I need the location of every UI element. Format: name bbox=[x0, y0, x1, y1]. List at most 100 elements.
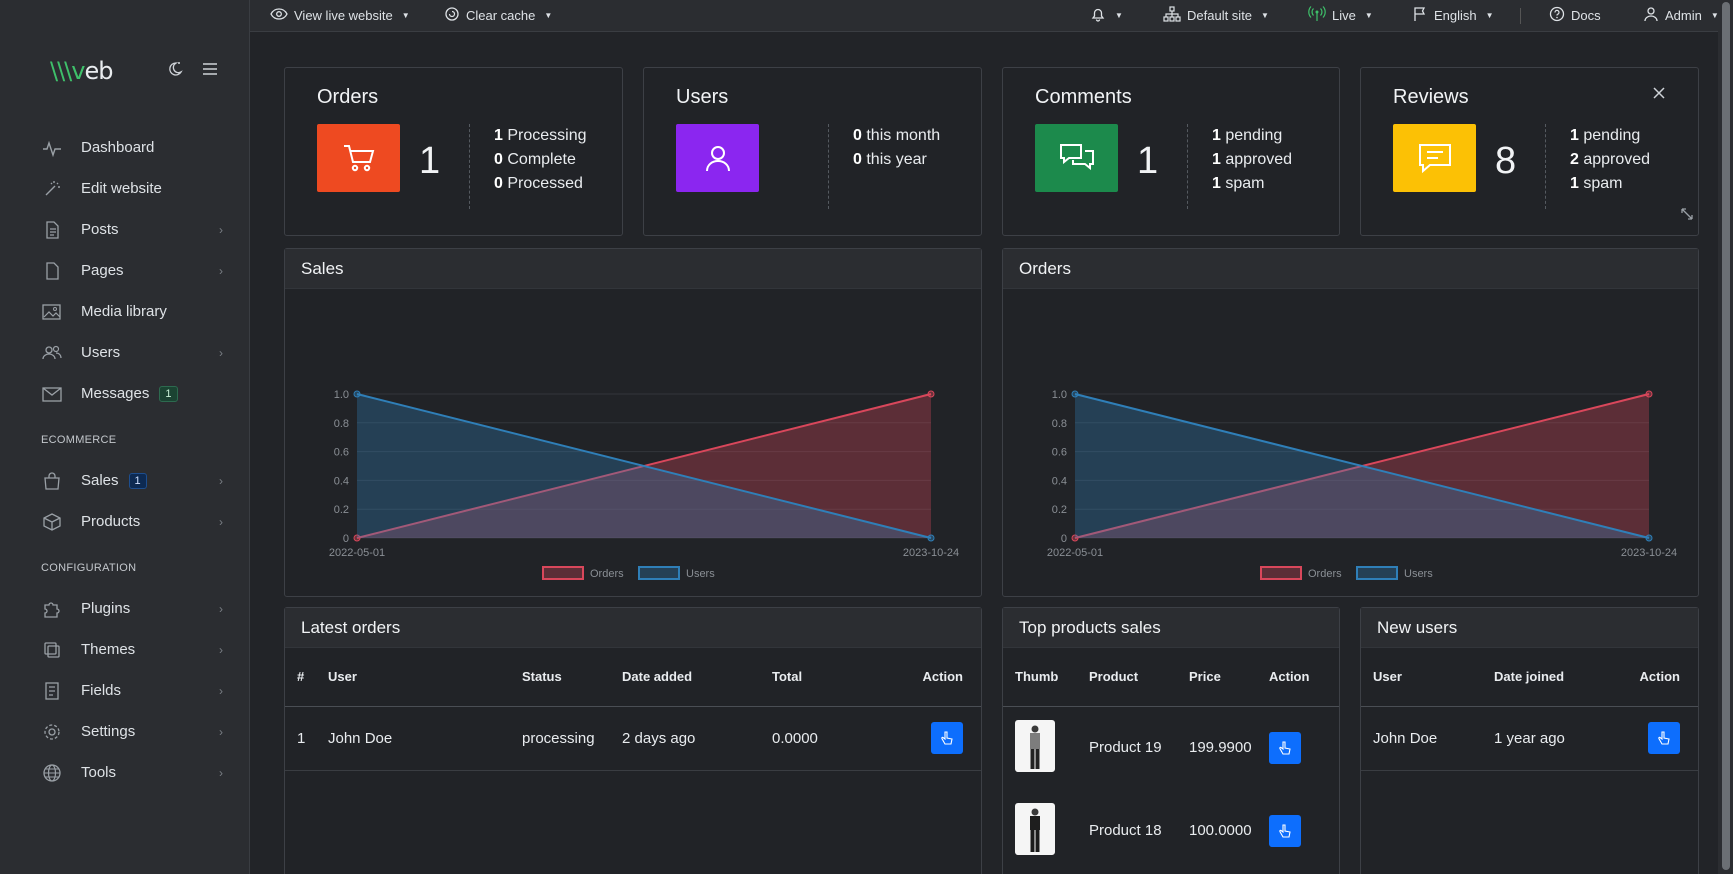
sidebar-item-sales[interactable]: Sales 1 › bbox=[0, 460, 249, 501]
data-point bbox=[927, 390, 935, 398]
view-product-button[interactable] bbox=[1269, 731, 1301, 764]
refresh-icon bbox=[444, 6, 460, 25]
y-tick-label: 0.4 bbox=[1052, 475, 1067, 487]
sidebar-item-users[interactable]: Users › bbox=[0, 332, 249, 373]
copy-icon bbox=[41, 639, 63, 661]
language-selector[interactable]: English ▼ bbox=[1412, 6, 1494, 25]
user-menu[interactable]: Admin ▼ bbox=[1643, 6, 1719, 25]
ecommerce-heading: ECOMMERCE bbox=[41, 434, 117, 446]
product-name: Product 19 bbox=[1089, 739, 1162, 757]
caret-down-icon: ▼ bbox=[544, 11, 553, 20]
orders-count: 1 bbox=[419, 140, 441, 182]
column-header: Action bbox=[858, 648, 981, 707]
data-point bbox=[353, 390, 361, 398]
comments-stat-card: Comments 1 1 pending 1 approved 1 spam bbox=[1002, 67, 1340, 236]
chevron-right-icon: › bbox=[219, 683, 223, 698]
users-breakdown: 0 this month 0 this year bbox=[828, 124, 940, 209]
shopping-bag-icon bbox=[41, 470, 63, 492]
view-order-button[interactable] bbox=[931, 722, 963, 754]
flag-icon bbox=[1412, 6, 1428, 25]
action-cell bbox=[1596, 706, 1698, 771]
sidebar-item-products[interactable]: Products › bbox=[0, 501, 249, 542]
y-tick-label: 0.4 bbox=[334, 475, 349, 487]
site-selector[interactable]: Default site ▼ bbox=[1163, 6, 1269, 25]
y-tick-label: 1.0 bbox=[1052, 389, 1067, 401]
sidebar-item-tools[interactable]: Tools › bbox=[0, 752, 249, 793]
message-icon bbox=[1393, 124, 1476, 192]
card-title: Latest orders bbox=[285, 608, 981, 648]
sidebar-item-themes[interactable]: Themes › bbox=[0, 629, 249, 670]
column-header: Total bbox=[756, 648, 859, 707]
chevron-right-icon: › bbox=[219, 765, 223, 780]
y-tick-label: 0.2 bbox=[1052, 504, 1067, 516]
y-tick-label: 0.6 bbox=[1052, 447, 1067, 459]
globe-icon bbox=[41, 762, 63, 784]
caret-down-icon: ▼ bbox=[1485, 11, 1494, 20]
notifications-button[interactable]: ▼ bbox=[1090, 6, 1123, 25]
language-label: English bbox=[1434, 8, 1477, 23]
column-header: Product bbox=[1073, 648, 1173, 707]
comments-count: 1 bbox=[1137, 140, 1159, 182]
dark-mode-icon[interactable] bbox=[167, 61, 183, 81]
docs-link[interactable]: Docs bbox=[1549, 6, 1601, 25]
sidebar-item-label: Themes bbox=[81, 641, 136, 658]
new-users-card: New users User Date joined Action John D… bbox=[1360, 607, 1699, 874]
live-selector[interactable]: Live ▼ bbox=[1308, 6, 1373, 25]
card-title: Orders bbox=[1003, 249, 1698, 289]
sidebar-item-label: Posts bbox=[81, 221, 119, 238]
order-user: John Doe bbox=[312, 706, 506, 771]
help-icon bbox=[1549, 6, 1565, 25]
order-id: 1 bbox=[285, 706, 312, 771]
orders-breakdown: 1 Processing 0 Complete 0 Processed bbox=[469, 124, 587, 209]
view-user-button[interactable] bbox=[1648, 722, 1680, 754]
sidebar-item-dashboard[interactable]: Dashboard bbox=[0, 127, 249, 168]
sidebar-item-label: Pages bbox=[81, 262, 124, 279]
clear-cache-button[interactable]: Clear cache ▼ bbox=[444, 6, 552, 25]
pointer-icon bbox=[1658, 731, 1670, 745]
chevron-right-icon: › bbox=[219, 473, 223, 488]
caret-down-icon: ▼ bbox=[401, 11, 410, 20]
card-title: New users bbox=[1361, 608, 1698, 648]
data-point bbox=[1645, 534, 1653, 542]
action-cell bbox=[1263, 706, 1339, 789]
y-tick-label: 0 bbox=[1061, 533, 1067, 545]
sidebar-item-edit-website[interactable]: Edit website bbox=[0, 168, 249, 209]
sidebar-item-fields[interactable]: Fields › bbox=[0, 670, 249, 711]
product-thumbnail[interactable] bbox=[1015, 802, 1055, 855]
legend-swatch bbox=[1356, 566, 1398, 580]
new-user-name: John Doe bbox=[1361, 706, 1478, 771]
sidebar-item-label: Products bbox=[81, 513, 141, 530]
sidebar-item-label: Tools bbox=[81, 764, 117, 781]
caret-down-icon: ▼ bbox=[1364, 11, 1373, 20]
product-thumbnail[interactable] bbox=[1015, 719, 1055, 772]
sidebar-item-plugins[interactable]: Plugins › bbox=[0, 588, 249, 629]
configuration-heading: CONFIGURATION bbox=[41, 562, 137, 574]
card-title: Comments bbox=[1035, 86, 1132, 108]
sidebar-item-media-library[interactable]: Media library bbox=[0, 291, 249, 332]
close-icon[interactable] bbox=[1652, 86, 1666, 104]
sidebar-item-posts[interactable]: Posts › bbox=[0, 209, 249, 250]
sidebar-item-pages[interactable]: Pages › bbox=[0, 250, 249, 291]
sidebar-item-settings[interactable]: Settings › bbox=[0, 711, 249, 752]
y-tick-label: 0.8 bbox=[1052, 418, 1067, 430]
view-product-button[interactable] bbox=[1269, 814, 1301, 847]
puzzle-icon bbox=[41, 598, 63, 620]
resize-icon[interactable] bbox=[1680, 207, 1694, 225]
data-point bbox=[353, 534, 361, 542]
new-user-date: 1 year ago bbox=[1478, 706, 1597, 771]
sidebar-item-messages[interactable]: Messages 1 bbox=[0, 373, 249, 414]
card-title: Orders bbox=[317, 86, 379, 108]
top-bar: View live website ▼ Clear cache ▼ ▼ Defaul… bbox=[250, 0, 1733, 32]
logo[interactable]: \\\veb bbox=[50, 57, 113, 85]
latest-orders-card: Latest orders # User Status Date added T… bbox=[284, 607, 982, 874]
menu-toggle-icon[interactable] bbox=[201, 61, 219, 81]
view-live-website-button[interactable]: View live website ▼ bbox=[270, 7, 410, 24]
legend-label: Orders bbox=[1308, 568, 1342, 580]
page-scrollbar[interactable] bbox=[1718, 0, 1733, 874]
series-line-users bbox=[356, 393, 932, 539]
scrollbar-thumb[interactable] bbox=[1722, 2, 1730, 870]
x-tick-label: 2023-10-24 bbox=[903, 547, 959, 559]
document-icon bbox=[41, 219, 63, 241]
sitemap-icon bbox=[1163, 6, 1181, 25]
sidebar-item-label: Settings bbox=[81, 723, 136, 740]
